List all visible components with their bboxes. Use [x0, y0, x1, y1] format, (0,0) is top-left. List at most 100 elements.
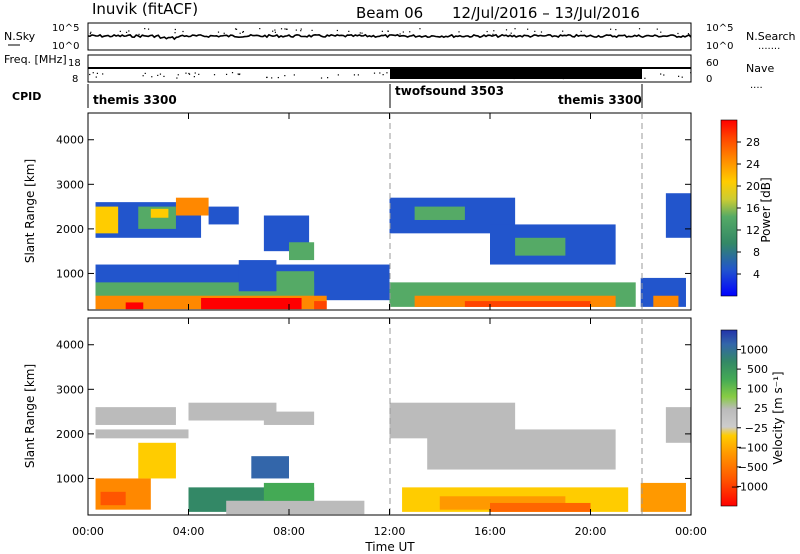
backscatter-cell: [251, 456, 289, 479]
power-ylabel: Slant Range [km]: [23, 159, 37, 263]
xtick-label: 16:00: [474, 525, 506, 538]
nave-dot: [225, 73, 228, 76]
search-dot: [223, 32, 225, 34]
nave-dot: [690, 72, 692, 74]
colorbar-tick-label: 12: [746, 224, 760, 237]
nave-dot: [102, 73, 104, 75]
ytick-label: 1000: [56, 472, 84, 485]
nave-dot: [320, 77, 323, 79]
search-dot: [259, 28, 261, 30]
search-dot: [239, 32, 241, 34]
nave-dot: [373, 72, 376, 74]
nave-dot: [626, 73, 628, 75]
nave-dot: [541, 77, 543, 79]
date-range: 12/Jul/2016 – 13/Jul/2016: [452, 4, 640, 22]
ytick-label: 4000: [56, 339, 84, 352]
search-dot: [300, 30, 302, 32]
nave-dot: [193, 76, 195, 78]
backscatter-cell: [665, 407, 691, 443]
freq-nave-dots: [89, 72, 692, 80]
nave-dot: [144, 72, 146, 75]
colorbar-tick-label: −500: [738, 461, 768, 474]
search-dot: [419, 28, 421, 30]
noise-search-dots: [89, 28, 690, 35]
nave-dot: [188, 72, 190, 75]
search-dot: [90, 31, 92, 33]
nave-dot: [266, 76, 268, 79]
power-colorbar-ticks: 28 24 20 16 12 8 4: [737, 136, 760, 281]
nave-dot: [545, 75, 547, 77]
xtick-label: 08:00: [273, 525, 305, 538]
backscatter-cell: [427, 429, 616, 470]
search-dot: [562, 30, 564, 32]
nave-dot: [231, 72, 234, 74]
backscatter-cell: [138, 442, 176, 479]
nave-dot: [562, 77, 565, 80]
search-dot: [242, 30, 245, 33]
search-dot: [174, 28, 176, 31]
freq-left-label: Freq. [MHz]: [4, 53, 67, 66]
backscatter-cell: [188, 402, 277, 421]
ytick-label: 2000: [56, 428, 84, 441]
nave-dot: [239, 73, 241, 75]
search-dot: [336, 29, 338, 32]
search-dot: [361, 32, 363, 34]
nave-dot: [95, 76, 97, 78]
nave-dot: [277, 76, 279, 79]
search-dot: [89, 33, 91, 35]
noise-left-label: N.Sky: [4, 30, 36, 43]
search-dot: [402, 31, 404, 33]
nave-dot: [611, 75, 614, 78]
backscatter-cell: [125, 302, 144, 310]
x-axis-label: Time UT: [364, 540, 415, 554]
nave-dot: [89, 73, 91, 76]
beam-label: Beam 06: [356, 4, 423, 22]
nave-dot: [151, 76, 153, 78]
search-dot: [274, 29, 276, 31]
search-dot: [138, 33, 140, 35]
nave-dot: [443, 73, 445, 76]
search-dot: [486, 30, 488, 33]
search-dot: [660, 31, 662, 33]
colorbar-tick-label: 8: [753, 246, 760, 259]
search-dot: [359, 32, 361, 34]
backscatter-cell: [95, 407, 176, 425]
noise-right-tick-top: 10^5: [706, 23, 733, 34]
power-colorbar-label: Power [dB]: [759, 177, 773, 242]
nave-dot: [92, 72, 94, 74]
backscatter-cell: [289, 242, 315, 261]
colorbar-tick-label: −25: [745, 422, 768, 435]
nave-dot: [512, 75, 514, 77]
search-dot: [514, 28, 516, 30]
noise-right-tick-bottom: 10^0: [706, 41, 733, 52]
ytick-label: 2000: [56, 223, 84, 236]
search-dot: [280, 28, 283, 30]
search-dot: [493, 30, 495, 32]
nave-dot: [563, 76, 565, 78]
search-dot: [182, 30, 184, 33]
ytick-label: 3000: [56, 383, 84, 396]
station-title: Inuvik (fitACF): [92, 0, 198, 18]
nave-dot: [395, 72, 397, 74]
backscatter-cell: [208, 206, 239, 225]
backscatter-cell: [201, 297, 302, 310]
backscatter-cell: [665, 193, 691, 238]
power-colorbar: [720, 119, 738, 297]
nave-dot: [552, 77, 555, 80]
nave-dot: [213, 74, 216, 76]
backscatter-cell: [515, 237, 566, 256]
nave-dot: [386, 72, 388, 74]
search-dot: [505, 29, 508, 31]
nave-dot: [198, 73, 200, 75]
ytick-label: 4000: [56, 134, 84, 147]
velocity-yticks: 1000 2000 3000 4000: [56, 339, 691, 485]
nave-dot: [382, 74, 384, 76]
nave-dot: [142, 75, 144, 77]
nave-dot: [677, 75, 680, 77]
search-dot: [125, 31, 128, 33]
backscatter-cell: [150, 208, 169, 218]
nave-dot: [681, 76, 683, 78]
noise-sky-line: [87, 33, 692, 41]
cpid-row: CPID themis 3300 twofsound 3503 themis 3…: [12, 84, 643, 108]
nave-dot: [188, 73, 191, 75]
